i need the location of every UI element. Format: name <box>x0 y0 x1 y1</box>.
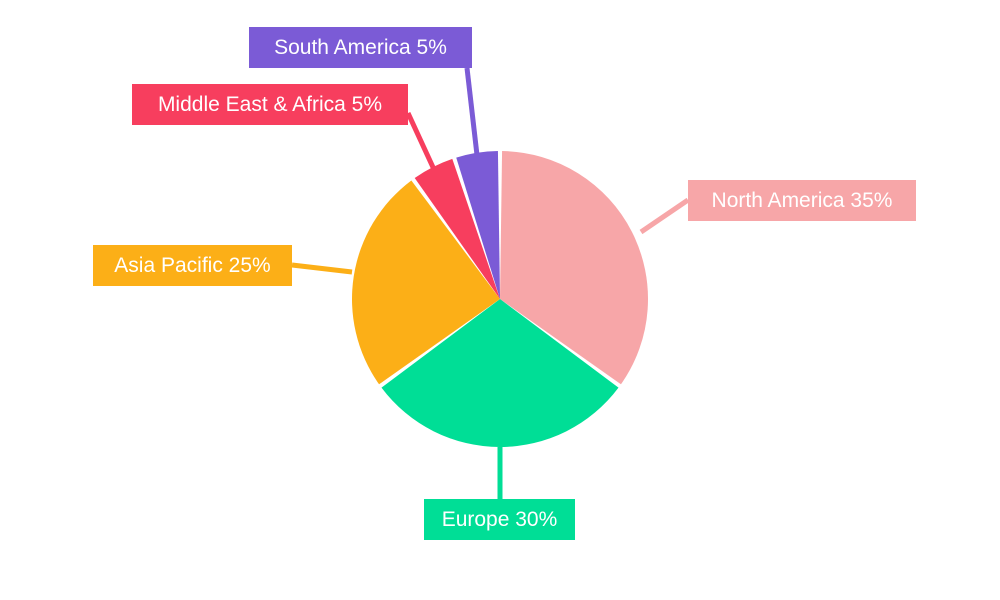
pie-slice-middle-east-africa[interactable] <box>414 158 500 299</box>
leader-line-north-america <box>639 197 690 235</box>
leader-line-asia-pacific <box>291 262 353 275</box>
pie-label-south-america[interactable]: South America 5% <box>249 27 472 68</box>
pie-label-north-america[interactable]: North America 35% <box>688 180 916 221</box>
pie-label-europe[interactable]: Europe 30% <box>424 499 575 540</box>
pie-label-middle-east-africa[interactable]: Middle East & Africa 5% <box>132 84 408 125</box>
leader-line-group <box>291 67 690 499</box>
leader-line-south-america <box>464 67 480 156</box>
pie-slice-group <box>351 151 649 448</box>
pie-slice-europe[interactable] <box>381 299 619 448</box>
pie-slice-asia-pacific[interactable] <box>351 180 500 385</box>
pie-label-asia-pacific[interactable]: Asia Pacific 25% <box>93 245 292 286</box>
pie-slice-south-america[interactable] <box>456 151 500 299</box>
leader-line-middle-east-africa <box>405 111 440 178</box>
pie-slice-north-america[interactable] <box>500 151 649 385</box>
